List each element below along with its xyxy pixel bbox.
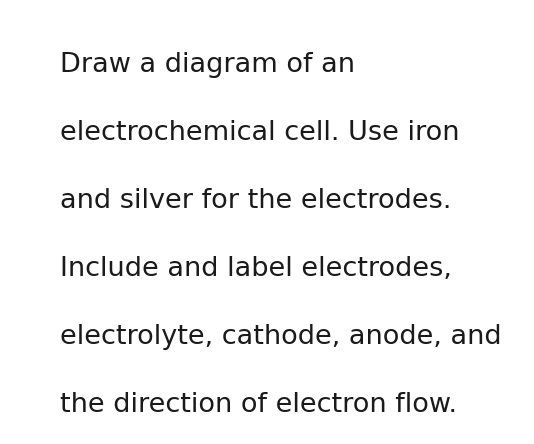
Text: and silver for the electrodes.: and silver for the electrodes. [60,188,451,214]
Text: the direction of electron flow.: the direction of electron flow. [60,392,457,418]
Text: electrolyte, cathode, anode, and: electrolyte, cathode, anode, and [60,324,501,350]
Text: Draw a diagram of an: Draw a diagram of an [60,52,355,78]
Text: Include and label electrodes,: Include and label electrodes, [60,256,452,282]
Text: electrochemical cell. Use iron: electrochemical cell. Use iron [60,120,459,146]
